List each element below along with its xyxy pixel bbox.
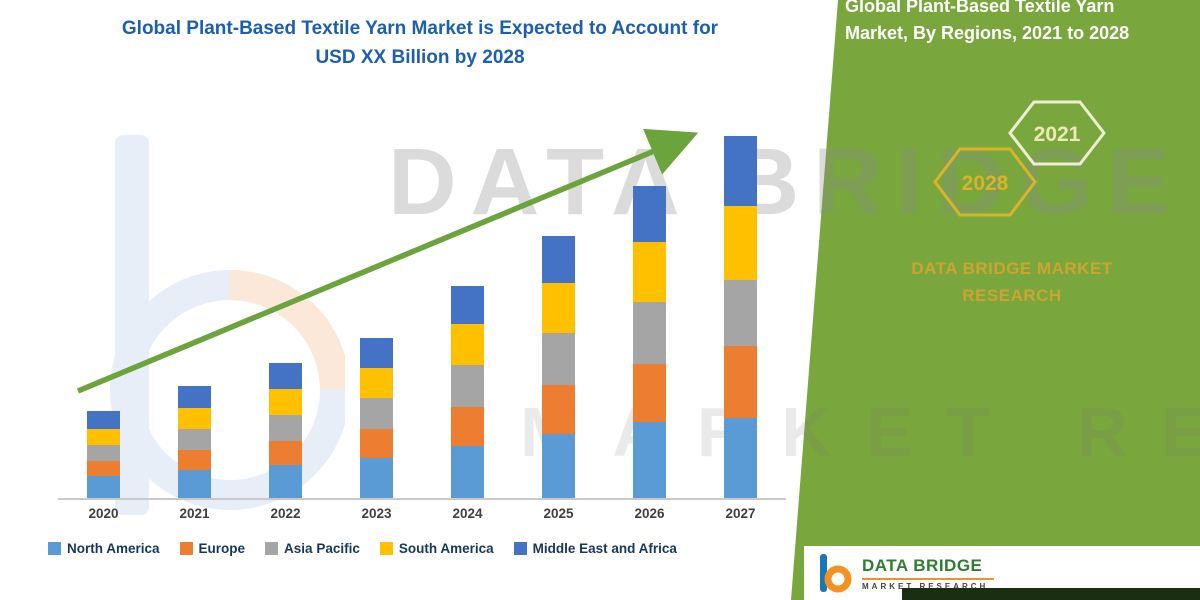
legend-label: North America [67,541,160,556]
bar-segment [633,302,666,364]
bar-segment [542,434,575,498]
legend-swatch [379,542,393,555]
plot-area [58,98,786,500]
legend-swatch [513,542,527,555]
bar-segment [542,283,575,333]
bar-segment [269,389,302,415]
legend-swatch [179,542,193,555]
bar-segment [724,280,757,346]
bar-segment [87,445,120,461]
hexagon-year-2021: 2021 [1034,123,1081,146]
bar-segment [269,441,302,465]
side-panel-title: Global Plant-Based Textile Yarn Market, … [845,0,1130,43]
x-axis-label: 2025 [543,506,574,521]
legend-swatch [48,542,61,555]
x-axis-label: 2021 [179,506,210,521]
bar-segment [724,206,757,280]
bar-segment [360,398,393,429]
bar-segment [360,429,393,458]
legend-label: Europe [198,541,246,556]
stacked-bar [269,363,302,498]
bar-segment [360,338,393,368]
bar-segment [724,346,757,418]
legend-label: South America [398,541,494,556]
bar-segment [360,368,393,398]
bar-segment [87,476,120,498]
x-axis-label: 2022 [270,506,301,521]
bar-segment [633,186,666,242]
bar-segment [269,465,302,498]
stacked-bar [542,236,575,498]
bar-segment [724,136,757,206]
legend-item: South America [379,541,494,556]
chart-title-line2: USD XX Billion by 2028 [315,47,525,69]
bar-segment [633,364,666,422]
bar-segment [633,422,666,498]
bar-segment [178,408,211,429]
bar-segment [178,470,211,498]
chart-title-line1: Global Plant-Based Textile Yarn Market i… [121,18,719,39]
bar-segment [451,324,484,365]
bar-segment [269,363,302,389]
bar-segment [542,236,575,283]
stacked-bar [178,386,211,498]
footer-logo-title: DATA BRIDGE [862,555,983,575]
legend-label: Asia Pacific [284,541,360,556]
year-hexagons: 2028 2021 [933,100,1106,217]
legend-item: North America [48,541,160,556]
x-axis: 2020 2021 2022 2023 2024 2025 2026 2027 [58,506,786,521]
bar-segment [451,365,484,407]
bar-segment [451,407,484,446]
bar-segment [542,385,575,434]
x-axis-label: 2020 [88,506,119,521]
bar-segment [87,411,120,429]
x-axis-label: 2026 [634,506,665,521]
stacked-bar [451,286,484,498]
logo-accent-rule [862,577,994,580]
stacked-bar [360,338,393,498]
bar-segment [451,446,484,498]
bar-segment [178,450,211,470]
bar-segment [87,461,120,476]
x-axis-label: 2023 [361,506,392,521]
data-bridge-logo-icon [820,554,852,593]
x-axis-label: 2024 [452,506,483,521]
legend-swatch [265,542,279,555]
bar-segment [724,418,757,498]
legend-item: Europe [179,541,246,556]
stacked-bar [87,411,120,498]
stacked-bar [724,136,757,498]
footer-logo-subtitle: MARKET RESEARCH [862,581,989,591]
hexagon-year-2028: 2028 [962,172,1009,195]
bar-segment [360,458,393,498]
legend-item: Middle East and Africa [513,541,677,556]
stacked-bar [633,186,666,498]
chart-legend: North America Europe Asia Pacific South Ame… [48,541,788,556]
footer-dark-strip [902,588,1200,600]
hexagon-2028 [933,147,1037,217]
x-axis-label: 2027 [725,506,756,521]
bar-segment [542,333,575,385]
bar-segment [451,286,484,324]
chart-title: Global Plant-Based Textile Yarn Market i… [40,14,800,73]
bar-segment [178,429,211,450]
bar-segment [269,415,302,441]
bar-segment [178,386,211,408]
bar-segment [633,242,666,302]
legend-label: Middle East and Africa [532,541,677,556]
legend-item: Asia Pacific [265,541,360,556]
brand-text: DATA BRIDGE MARKET RESEARCH [911,259,1113,305]
bar-segment [87,429,120,445]
hexagon-2021 [1008,100,1106,166]
